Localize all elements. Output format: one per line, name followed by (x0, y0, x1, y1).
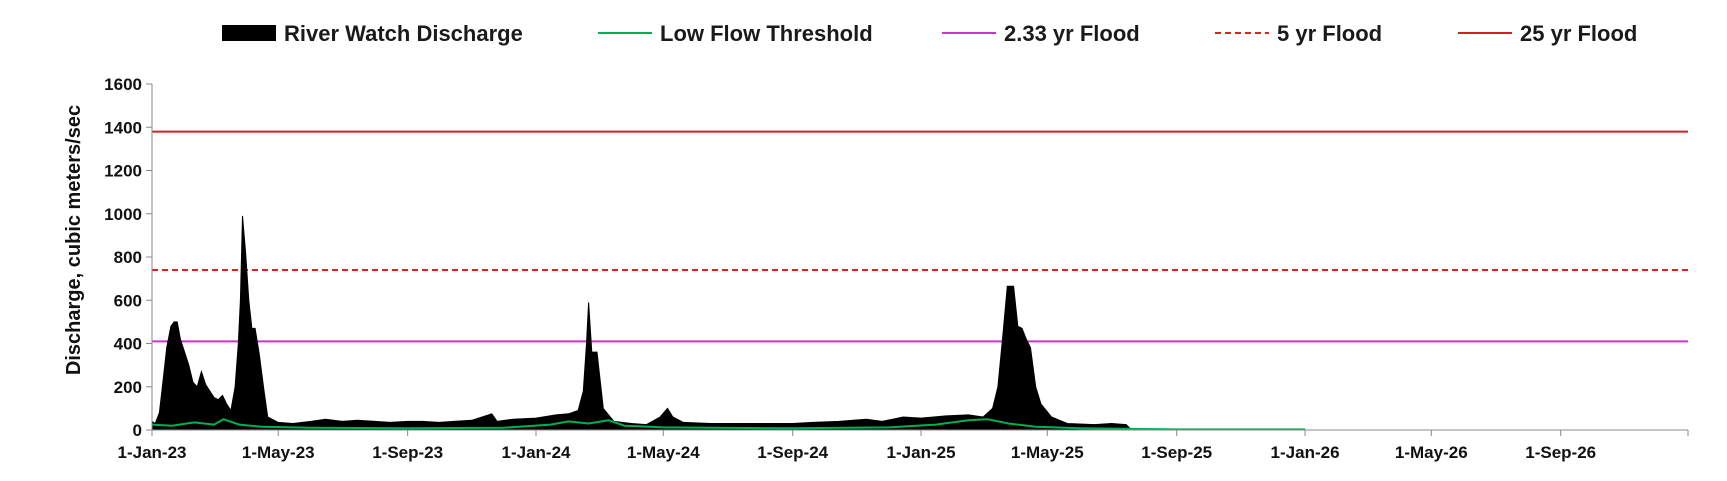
y-tick-label-0: 0 (133, 421, 142, 440)
y-axis-title: Discharge, cubic meters/sec (63, 105, 85, 375)
legend-entry-0: River Watch Discharge (222, 21, 523, 46)
legend: River Watch Discharge Low Flow Threshold 2… (222, 21, 1637, 46)
x-tick-label-0: 1-Jan-23 (118, 443, 187, 462)
y-tick-label-4: 800 (114, 248, 142, 267)
y-tick-label-8: 1600 (104, 75, 142, 94)
flood-threshold-lines (152, 130, 1688, 343)
legend-entry-3: 5 yr Flood (1215, 21, 1382, 46)
series-low-flow-threshold (151, 418, 1306, 431)
legend-label-4: 25 yr Flood (1520, 21, 1637, 46)
legend-entry-4: 25 yr Flood (1458, 21, 1637, 46)
y-tick-label-3: 600 (114, 291, 142, 310)
x-tick-label-8: 1-Sep-25 (1141, 443, 1212, 462)
legend-label-0: River Watch Discharge (284, 21, 523, 46)
x-tick-label-4: 1-May-24 (627, 443, 700, 462)
y-tick-label-2: 400 (114, 335, 142, 354)
legend-entry-2: 2.33 yr Flood (942, 21, 1140, 46)
series-marks (151, 215, 1306, 431)
series-river-watch-discharge (151, 215, 1133, 431)
legend-label-2: 2.33 yr Flood (1004, 21, 1140, 46)
x-tick-label-11: 1-Sep-26 (1525, 443, 1596, 462)
x-tick-label-1: 1-May-23 (242, 443, 315, 462)
x-tick-label-5: 1-Sep-24 (757, 443, 828, 462)
legend-swatch-0 (222, 25, 276, 41)
y-tick-label-7: 1400 (104, 118, 142, 137)
x-tick-label-9: 1-Jan-26 (1271, 443, 1340, 462)
axes: 0 200 400 600 800 1000 1200 1400 1600 1-Jan-23 1-M… (104, 75, 1689, 462)
legend-label-3: 5 yr Flood (1277, 21, 1382, 46)
y-tick-label-5: 1000 (104, 205, 142, 224)
x-tick-label-6: 1-Jan-25 (887, 443, 956, 462)
x-tick-label-3: 1-Jan-24 (502, 443, 572, 462)
x-tick-label-2: 1-Sep-23 (372, 443, 443, 462)
x-tick-label-7: 1-May-25 (1011, 443, 1084, 462)
y-tick-label-6: 1200 (104, 162, 142, 181)
x-tick-label-10: 1-May-26 (1395, 443, 1468, 462)
y-tick-label-1: 200 (114, 378, 142, 397)
legend-entry-1: Low Flow Threshold (598, 21, 873, 46)
legend-label-1: Low Flow Threshold (660, 21, 873, 46)
